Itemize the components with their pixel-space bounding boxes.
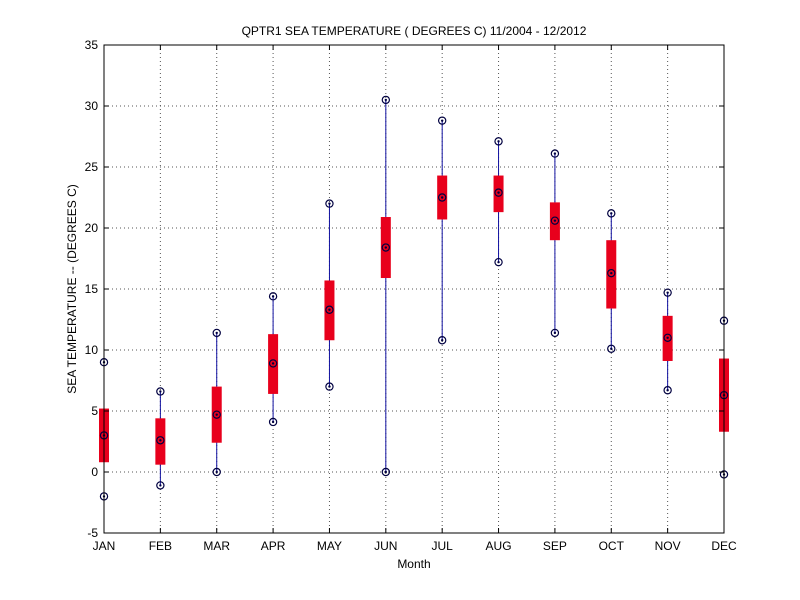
x-tick-label: OCT (599, 539, 625, 553)
median-marker (550, 216, 560, 225)
min-marker (156, 481, 165, 490)
median-marker-dot (271, 362, 275, 365)
y-tick-label: 25 (85, 160, 99, 174)
max-marker (550, 149, 560, 158)
min-marker-dot (610, 347, 613, 350)
median-marker-dot (384, 246, 388, 249)
min-marker-dot (440, 339, 444, 342)
median-marker-dot (159, 439, 162, 442)
x-tick-label: JUN (374, 539, 397, 553)
max-marker (212, 328, 221, 338)
y-tick-label: 20 (85, 221, 99, 235)
quartile-box (493, 175, 504, 213)
min-marker (550, 328, 560, 338)
max-marker-dot (328, 202, 331, 205)
min-marker (663, 386, 672, 395)
x-tick-label: NOV (655, 539, 681, 553)
y-tick-label: 15 (85, 282, 99, 296)
min-marker (268, 417, 278, 427)
median-marker (212, 410, 221, 419)
median-marker-dot (440, 196, 444, 199)
quartile-box (155, 418, 166, 465)
min-marker-dot (497, 260, 500, 264)
max-marker-dot (666, 291, 669, 294)
y-tick-label: -5 (87, 526, 98, 540)
median-marker-dot (328, 308, 331, 311)
x-axis-label: Month (397, 557, 430, 571)
median-marker (663, 333, 672, 342)
min-marker (437, 336, 447, 345)
max-marker (663, 288, 672, 297)
min-marker (607, 344, 616, 353)
y-tick-label: 5 (91, 404, 98, 418)
tick-marks (103, 44, 725, 534)
min-marker-dot (215, 470, 218, 474)
x-tick-label: JAN (93, 539, 116, 553)
median-marker (494, 188, 503, 197)
x-tick-label: MAY (317, 539, 342, 553)
max-marker (494, 137, 503, 146)
x-tick-label: DEC (711, 539, 737, 553)
median-marker (437, 193, 447, 202)
x-tick-label: JUL (432, 539, 454, 553)
quartile-box (606, 240, 617, 309)
median-marker (607, 268, 616, 278)
chart-title: QPTR1 SEA TEMPERATURE ( DEGREES C) 11/20… (242, 24, 587, 38)
x-tick-label: MAR (203, 539, 230, 553)
max-marker-dot (440, 119, 444, 122)
y-tick-label: 0 (91, 465, 98, 479)
y-tick-label: 35 (85, 38, 99, 52)
y-axis-label: SEA TEMPERATURE -- (DEGREES C) (65, 184, 79, 394)
max-marker (156, 387, 165, 396)
tick-labels: -5 0 5 10 15 20 25 30 35 JAN FEB MAR APR MAY JUN JUL AUG… (85, 38, 737, 553)
median-marker (156, 436, 165, 445)
y-tick-label: 10 (85, 343, 99, 357)
median-marker-dot (497, 191, 500, 194)
min-marker-dot (553, 331, 557, 335)
max-marker (607, 209, 616, 218)
max-marker (437, 116, 447, 125)
x-tick-label: FEB (149, 539, 172, 553)
max-marker-dot (384, 98, 388, 102)
x-tick-label: APR (261, 539, 286, 553)
max-marker (325, 199, 334, 208)
min-marker (212, 467, 221, 477)
median-marker-dot (553, 219, 557, 222)
min-marker-dot (271, 420, 275, 424)
min-marker (325, 382, 334, 391)
min-marker (381, 467, 391, 477)
y-tick-label: 30 (85, 99, 99, 113)
max-marker-dot (497, 140, 500, 143)
median-marker (268, 359, 278, 368)
x-tick-label: AUG (486, 539, 512, 553)
median-marker (381, 243, 391, 252)
max-marker-dot (553, 152, 557, 155)
median-marker (325, 305, 334, 314)
x-tick-label: SEP (543, 539, 567, 553)
max-marker-dot (610, 212, 613, 215)
median-marker-dot (610, 271, 613, 275)
max-marker (268, 292, 278, 301)
max-marker-dot (159, 390, 162, 393)
max-marker-dot (215, 331, 218, 335)
min-marker-dot (384, 470, 388, 474)
median-marker-dot (666, 336, 669, 339)
min-marker-dot (328, 385, 331, 388)
min-marker-dot (159, 484, 162, 487)
median-marker-dot (215, 413, 218, 416)
min-marker-dot (666, 389, 669, 392)
min-marker (494, 257, 503, 267)
max-marker (381, 95, 391, 105)
max-marker-dot (271, 295, 275, 298)
